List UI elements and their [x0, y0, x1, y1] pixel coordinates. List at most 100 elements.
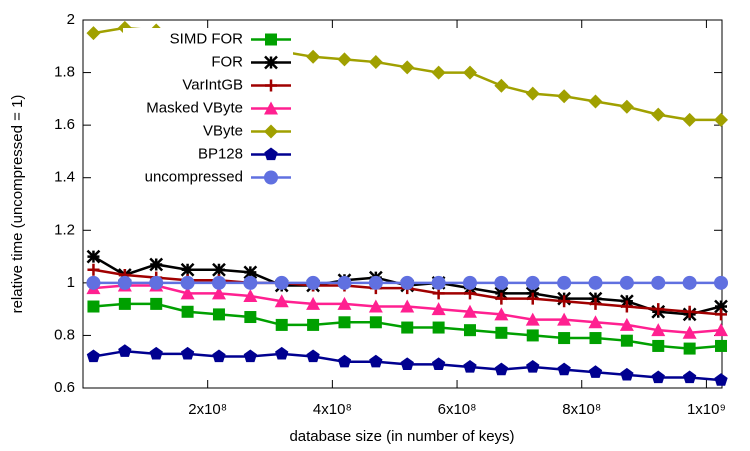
marker [431, 275, 446, 290]
marker [462, 304, 477, 318]
x-tick-label: 6x10⁸ [438, 401, 477, 418]
legend-marker [264, 55, 278, 70]
y-tick-label: 0.8 [54, 326, 75, 343]
marker [400, 275, 415, 290]
marker [431, 357, 446, 371]
marker [180, 262, 195, 277]
marker [558, 332, 571, 345]
marker [715, 339, 728, 352]
y-tick-label: 2 [67, 11, 75, 28]
marker [494, 78, 509, 93]
marker [180, 275, 195, 290]
marker [274, 275, 289, 290]
marker [714, 299, 728, 314]
marker [274, 294, 289, 308]
marker [494, 275, 509, 290]
marker [337, 296, 352, 310]
legend-marker [264, 124, 278, 139]
marker [682, 325, 697, 339]
marker [494, 307, 509, 321]
marker [118, 297, 131, 310]
marker [682, 112, 697, 127]
marker [306, 49, 321, 64]
y-tick-label: 1 [67, 274, 75, 291]
marker [338, 316, 351, 329]
marker [87, 263, 100, 276]
marker [211, 275, 226, 290]
marker [181, 305, 194, 318]
marker [557, 312, 572, 326]
marker [651, 323, 666, 337]
marker [714, 373, 728, 386]
marker [149, 346, 163, 360]
marker [588, 315, 603, 329]
marker [180, 286, 195, 300]
marker [212, 349, 226, 363]
marker [620, 334, 633, 347]
marker [619, 99, 634, 114]
marker [431, 65, 446, 80]
marker [494, 362, 509, 376]
marker [682, 275, 697, 290]
x-axis-label: database size (in number of keys) [289, 428, 514, 445]
marker [557, 275, 572, 290]
marker [275, 346, 289, 360]
marker [212, 308, 225, 321]
legend-label: uncompressed [145, 168, 243, 185]
marker [180, 346, 195, 360]
marker [588, 275, 603, 290]
marker [620, 300, 633, 313]
marker [463, 359, 477, 373]
marker [557, 89, 572, 104]
marker [589, 332, 602, 345]
marker [86, 26, 101, 41]
marker [244, 311, 257, 324]
marker [150, 297, 163, 310]
x-tick-label: 8x10⁸ [562, 401, 601, 418]
marker [86, 249, 101, 264]
marker [588, 94, 603, 109]
x-tick-label: 1x10⁹ [687, 401, 726, 418]
marker [652, 339, 665, 352]
marker [682, 370, 697, 384]
legend-marker [264, 147, 278, 161]
legend-label: VarIntGB [182, 76, 243, 93]
marker [149, 275, 164, 290]
marker [149, 257, 164, 272]
marker [651, 370, 665, 384]
marker [337, 354, 352, 368]
marker [495, 292, 508, 305]
y-tick-label: 1.4 [54, 169, 75, 186]
marker [368, 299, 383, 313]
y-tick-label: 1.6 [54, 116, 75, 133]
marker [462, 65, 477, 80]
marker [526, 329, 539, 342]
marker [243, 349, 258, 363]
legend-label: FOR [211, 53, 243, 70]
marker [463, 324, 476, 337]
marker [714, 112, 729, 127]
marker [87, 300, 100, 313]
y-tick-label: 1.8 [54, 64, 75, 81]
marker [588, 365, 603, 378]
legend-label: SIMD FOR [170, 30, 243, 47]
marker [619, 275, 634, 290]
marker [432, 321, 445, 334]
plot-frame [82, 19, 723, 389]
marker [526, 359, 540, 373]
x-tick-label: 2x10⁸ [188, 401, 227, 418]
marker [275, 318, 288, 331]
marker [651, 107, 666, 122]
marker [243, 275, 258, 290]
y-tick-label: 1.2 [54, 221, 75, 238]
marker [337, 52, 352, 67]
marker [558, 295, 571, 308]
marker [307, 318, 320, 331]
y-tick-label: 0.6 [54, 379, 75, 396]
marker [557, 362, 571, 376]
marker [368, 55, 383, 70]
marker [117, 275, 132, 290]
marker [212, 262, 226, 277]
marker [400, 357, 414, 371]
